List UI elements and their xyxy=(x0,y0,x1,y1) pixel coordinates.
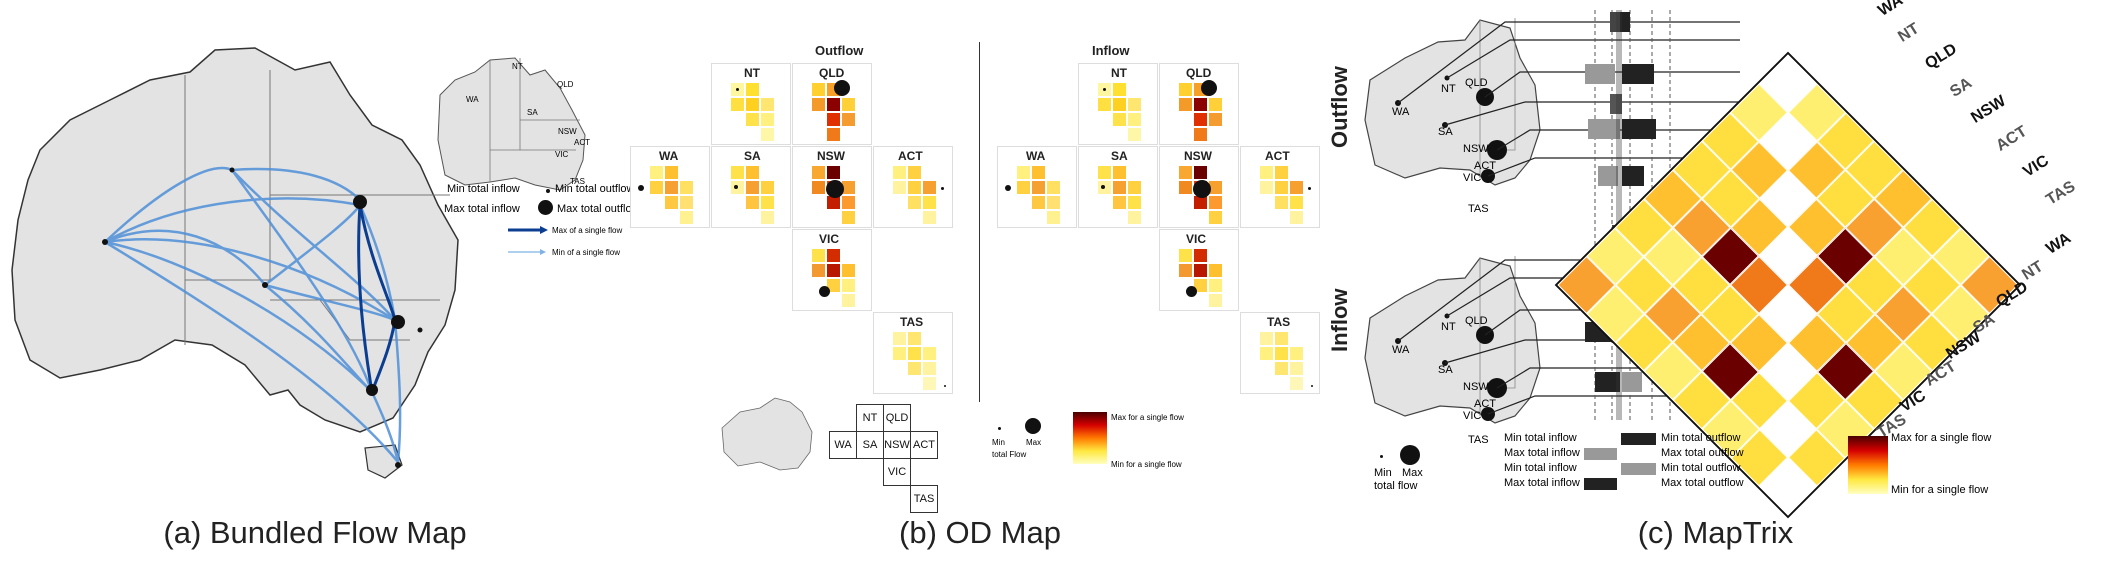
map-label: NSW xyxy=(1463,381,1489,393)
map-label: ACT xyxy=(1474,160,1496,172)
map-label: NSW xyxy=(1463,143,1489,155)
map-label: ACT xyxy=(1474,398,1496,410)
outflow-title: Outflow xyxy=(815,43,864,58)
map-label: TAS xyxy=(1468,203,1489,215)
max-total-dot xyxy=(1025,418,1041,434)
map-label: NT xyxy=(1441,83,1456,95)
map-label: SA xyxy=(1438,126,1453,138)
od-color-scale xyxy=(1073,412,1107,464)
od-box-nt: NT xyxy=(711,63,791,145)
inset-label: QLD xyxy=(557,80,574,89)
min-dot xyxy=(546,189,550,193)
maptrix-panel: WA NT QLD SA NSW ACT VIC TAS WA NT QLD S… xyxy=(1327,0,2101,561)
flow-width-legend xyxy=(508,226,548,255)
map-label: TAS xyxy=(1468,434,1489,446)
od-box-qld: QLD xyxy=(792,63,872,145)
caption-a: (a) Bundled Flow Map xyxy=(163,515,467,550)
min-total-dot xyxy=(1380,455,1383,458)
inset-label: WA xyxy=(466,95,479,104)
od-box-nsw: NSW xyxy=(792,146,872,228)
od-box-nsw-inflow: NSW xyxy=(1159,146,1239,228)
inset-label: SA xyxy=(527,108,538,117)
od-box-nt-inflow: NT xyxy=(1078,63,1158,145)
max-dot xyxy=(538,200,553,215)
maptrix-color-scale xyxy=(1848,436,1888,494)
inset-label: TAS xyxy=(570,177,585,186)
australia-inset-map xyxy=(437,57,586,191)
map-label: VIC xyxy=(1463,410,1482,422)
inflow-title: Inflow xyxy=(1092,43,1130,58)
map-label: QLD xyxy=(1465,77,1488,89)
min-total-dot xyxy=(998,427,1001,430)
flow-node-dots xyxy=(102,167,423,468)
od-box-qld-inflow: QLD xyxy=(1159,63,1239,145)
caption-b: (b) OD Map xyxy=(899,515,1061,550)
map-label: QLD xyxy=(1465,315,1488,327)
australia-flow-map xyxy=(11,47,459,479)
od-box-wa: WA xyxy=(630,146,710,228)
inset-label: NT xyxy=(512,62,523,71)
divider xyxy=(979,42,980,402)
od-box-sa-inflow: SA xyxy=(1078,146,1158,228)
inflow-label: Inflow xyxy=(1327,288,1352,352)
caption-c: (c) MapTrix xyxy=(1637,515,1794,550)
od-box-vic-inflow: VIC xyxy=(1159,229,1239,311)
inset-label: NSW xyxy=(558,127,577,136)
od-box-vic: VIC xyxy=(792,229,872,311)
od-box-wa-inflow: WA xyxy=(997,146,1077,228)
od-box-tas: TAS xyxy=(873,312,953,394)
od-box-tas-inflow: TAS xyxy=(1240,312,1320,394)
map-label: NT xyxy=(1441,321,1456,333)
map-label: WA xyxy=(1392,344,1410,356)
max-total-dot xyxy=(1400,445,1420,465)
bundled-flow-map-panel: NT QLD WA SA NSW ACT VIC TAS Min total i… xyxy=(0,0,640,561)
od-box-act-inflow: ACT xyxy=(1240,146,1320,228)
od-box-sa: SA xyxy=(711,146,791,228)
od-map-panel: Outflow Inflow NT QLD WA xyxy=(630,0,1330,561)
outflow-label: Outflow xyxy=(1327,66,1352,148)
od-box-act: ACT xyxy=(873,146,953,228)
map-label: SA xyxy=(1438,364,1453,376)
map-label: VIC xyxy=(1463,172,1482,184)
inset-label: VIC xyxy=(555,150,569,159)
map-label: WA xyxy=(1392,106,1410,118)
inset-label: ACT xyxy=(574,138,590,147)
od-mini-map xyxy=(721,397,813,471)
